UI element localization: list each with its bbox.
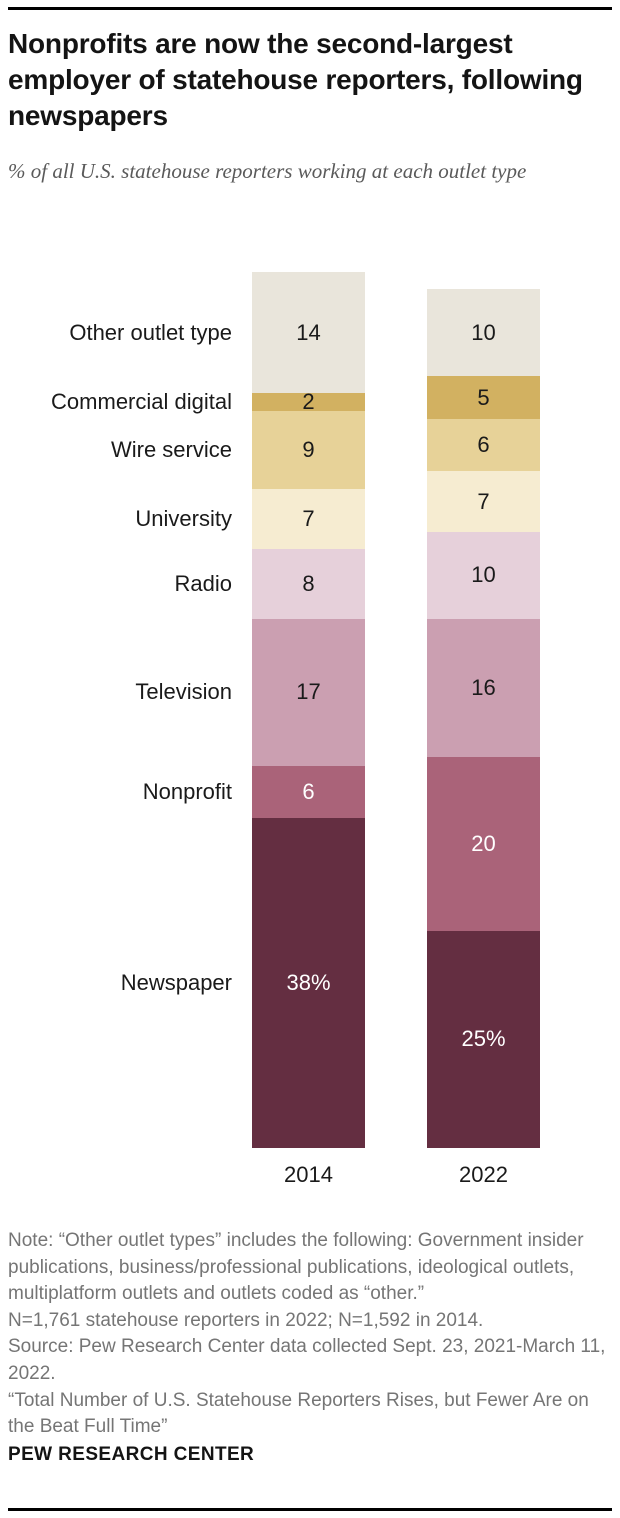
segment-commercial-digital-2022: 5 — [427, 376, 540, 420]
segment-television-2014: 17 — [252, 618, 365, 767]
bottom-divider — [8, 1508, 612, 1511]
segment-newspaper-2022: 25% — [427, 930, 540, 1148]
sample-size-text: N=1,761 statehouse reporters in 2022; N=… — [8, 1309, 484, 1331]
value-label-nonprofit-2022: 20 — [471, 831, 496, 857]
value-label-newspaper-2022: 25% — [461, 1026, 506, 1052]
stacked-bar-2022: 10 5 6 7 10 16 20 25% — [427, 289, 540, 1148]
segment-university-2022: 7 — [427, 471, 540, 533]
segment-radio-2022: 10 — [427, 532, 540, 619]
value-label-radio-2014: 8 — [302, 571, 315, 597]
top-divider — [8, 7, 612, 10]
series-label-television: Television — [135, 679, 232, 705]
series-label-commercial-digital: Commercial digital — [51, 389, 232, 415]
chart-title: Nonprofits are now the second-largest em… — [8, 28, 583, 131]
value-label-nonprofit-2014: 6 — [302, 779, 315, 805]
value-label-other-outlet-type-2022: 10 — [471, 319, 496, 345]
value-label-university-2022: 7 — [477, 488, 490, 514]
segment-nonprofit-2022: 20 — [427, 757, 540, 931]
series-label-nonprofit: Nonprofit — [142, 779, 232, 805]
report-title-text: “Total Number of U.S. Statehouse Reporte… — [8, 1389, 589, 1438]
segment-commercial-digital-2014: 2 — [252, 389, 365, 415]
stacked-bar-2014: 14 2 9 7 8 17 6 38% — [252, 272, 365, 1148]
series-label-radio: Radio — [174, 571, 232, 597]
x-axis-label-2014: 2014 — [284, 1161, 333, 1187]
value-label-commercial-digital-2022: 5 — [477, 384, 490, 410]
value-label-wire-service-2014: 9 — [302, 436, 315, 462]
chart-notes: Note: “Other outlet types” includes the … — [8, 1228, 612, 1441]
pew-research-center-logo: PEW RESEARCH CENTER — [8, 1444, 255, 1465]
stacked-bar-chart: 14 2 9 7 8 17 6 38% 2014 10 5 6 7 10 16 20 25% 2022 Other … — [0, 272, 620, 1202]
segment-television-2022: 16 — [427, 618, 540, 758]
segment-radio-2014: 8 — [252, 549, 365, 619]
value-label-newspaper-2014: 38% — [286, 969, 331, 995]
x-axis-label-2022: 2022 — [459, 1161, 508, 1187]
segment-newspaper-2014: 38% — [252, 818, 365, 1148]
value-label-wire-service-2022: 6 — [477, 432, 490, 458]
segment-other-outlet-type-2022: 10 — [427, 289, 540, 377]
value-label-radio-2022: 10 — [471, 562, 496, 588]
value-label-university-2014: 7 — [302, 506, 315, 532]
value-label-television-2014: 17 — [296, 679, 321, 705]
segment-university-2014: 7 — [252, 488, 365, 550]
value-label-television-2022: 16 — [471, 675, 496, 701]
series-label-wire-service: Wire service — [110, 436, 232, 462]
segment-wire-service-2014: 9 — [252, 410, 365, 489]
segment-other-outlet-type-2014: 14 — [252, 272, 365, 394]
value-label-commercial-digital-2014: 2 — [302, 389, 315, 415]
segment-nonprofit-2014: 6 — [252, 766, 365, 819]
source-text: Source: Pew Research Center data collect… — [8, 1336, 606, 1384]
series-label-newspaper: Newspaper — [120, 969, 232, 995]
series-label-university: University — [135, 506, 232, 532]
series-label-other-outlet-type: Other outlet type — [69, 319, 232, 345]
chart-subtitle: % of all U.S. statehouse reporters worki… — [8, 159, 527, 183]
segment-wire-service-2022: 6 — [427, 419, 540, 472]
note-text: Note: “Other outlet types” includes the … — [8, 1230, 584, 1305]
value-label-other-outlet-type-2014: 14 — [296, 319, 321, 345]
